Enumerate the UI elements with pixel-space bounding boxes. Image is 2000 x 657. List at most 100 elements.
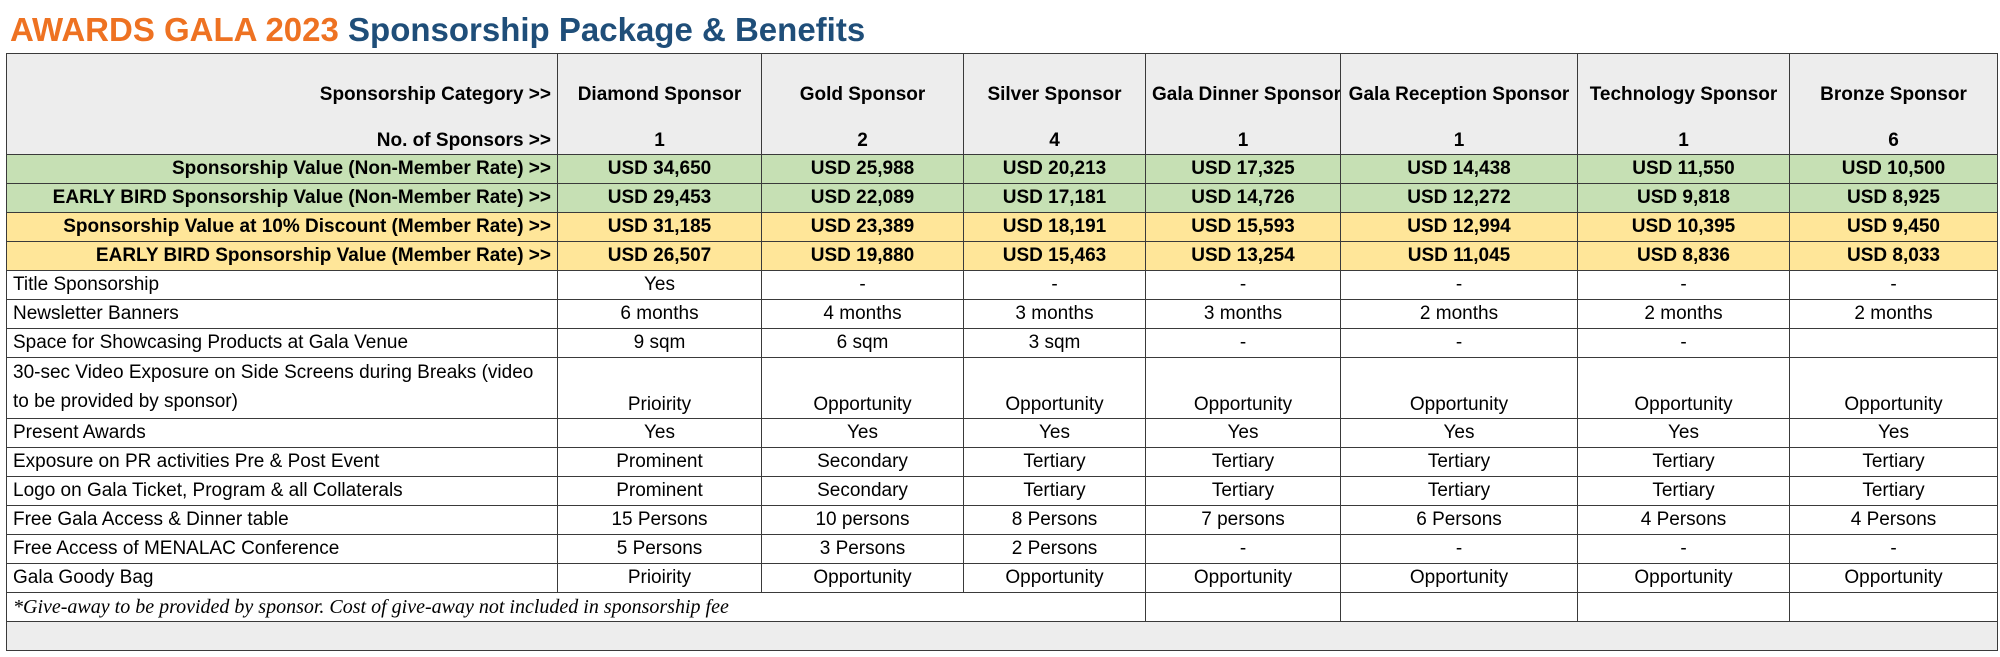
benefit-value: Tertiary	[1340, 476, 1578, 506]
benefit-value: Tertiary	[1577, 476, 1790, 506]
benefit-value: Tertiary	[1145, 447, 1341, 477]
benefit-value: -	[963, 270, 1146, 300]
empty-cell	[1577, 592, 1790, 622]
benefit-value: -	[1340, 270, 1578, 300]
price-value: USD 15,593	[1145, 212, 1341, 242]
benefit-value: Opportunity	[1340, 563, 1578, 593]
benefit-label: Free Access of MENALAC Conference	[6, 534, 558, 564]
category-label: Sponsorship Category >>	[6, 53, 558, 124]
benefit-value: Yes	[761, 418, 964, 448]
benefit-value: Opportunity	[963, 563, 1146, 593]
price-value: USD 26,507	[557, 241, 762, 271]
table-body: Sponsorship Category >> Diamond Sponsor …	[6, 53, 1998, 651]
benefit-value: Opportunity	[1577, 357, 1790, 419]
benefit-label: Logo on Gala Ticket, Program & all Colla…	[6, 476, 558, 506]
page-title: AWARDS GALA 2023 Sponsorship Package & B…	[10, 8, 865, 52]
benefit-value: 4 Persons	[1789, 505, 1998, 535]
benefit-value: 7 persons	[1145, 505, 1341, 535]
price-row: EARLY BIRD Sponsorship Value (Non-Member…	[6, 183, 1998, 213]
price-row: Sponsorship Value (Non-Member Rate) >> US…	[6, 154, 1998, 184]
price-value: USD 19,880	[761, 241, 964, 271]
benefit-value: Opportunity	[1145, 563, 1341, 593]
benefit-value: 3 Persons	[761, 534, 964, 564]
benefit-value: Tertiary	[963, 476, 1146, 506]
price-value: USD 15,463	[963, 241, 1146, 271]
benefit-value: Tertiary	[1789, 476, 1998, 506]
footnote: *Give-away to be provided by sponsor. Co…	[6, 592, 964, 622]
benefit-value: 15 Persons	[557, 505, 762, 535]
price-label: Sponsorship Value at 10% Discount (Membe…	[6, 212, 558, 242]
benefit-value: -	[1145, 270, 1341, 300]
price-value: USD 22,089	[761, 183, 964, 213]
benefit-value: Tertiary	[1340, 447, 1578, 477]
benefit-row: Free Gala Access & Dinner table 15 Person…	[6, 505, 1998, 535]
price-value: USD 14,438	[1340, 154, 1578, 184]
price-value: USD 12,994	[1340, 212, 1578, 242]
sponsor-count-gala-reception: 1	[1340, 124, 1578, 155]
benefit-value: -	[761, 270, 964, 300]
benefit-value: 6 months	[557, 299, 762, 329]
benefit-value: Opportunity	[761, 563, 964, 593]
price-value: USD 10,500	[1789, 154, 1998, 184]
benefit-value: -	[1577, 328, 1790, 358]
benefit-label: Free Gala Access & Dinner table	[6, 505, 558, 535]
empty-cell	[1789, 592, 1998, 622]
empty-cell	[963, 592, 1146, 622]
price-value: USD 11,550	[1577, 154, 1790, 184]
sponsor-count-gold: 2	[761, 124, 964, 155]
price-value: USD 12,272	[1340, 183, 1578, 213]
title-subtitle: Sponsorship Package & Benefits	[348, 11, 866, 48]
benefit-value: -	[1145, 534, 1341, 564]
empty-cell	[1340, 592, 1578, 622]
benefit-row: Exposure on PR activities Pre & Post Eve…	[6, 447, 1998, 477]
benefit-value: 8 Persons	[963, 505, 1146, 535]
price-row: EARLY BIRD Sponsorship Value (Member Rat…	[6, 241, 1998, 271]
benefit-value: 3 sqm	[963, 328, 1146, 358]
benefit-value: -	[1340, 534, 1578, 564]
benefit-value: Tertiary	[1145, 476, 1341, 506]
sponsor-count-diamond: 1	[557, 124, 762, 155]
benefit-value: 5 Persons	[557, 534, 762, 564]
benefit-value: 2 Persons	[963, 534, 1146, 564]
benefit-label: Title Sponsorship	[6, 270, 558, 300]
title-event: AWARDS GALA 2023	[10, 11, 339, 48]
benefit-value: Secondary	[761, 447, 964, 477]
benefit-value: Yes	[557, 418, 762, 448]
empty-cell	[1145, 592, 1341, 622]
benefit-value: Opportunity	[963, 357, 1146, 419]
benefit-value: Tertiary	[1789, 447, 1998, 477]
price-value: USD 18,191	[963, 212, 1146, 242]
benefit-label: Gala Goody Bag	[6, 563, 558, 593]
price-value: USD 17,325	[1145, 154, 1341, 184]
benefit-row: Present Awards Yes Yes Yes Yes Yes Yes Yes	[6, 418, 1998, 448]
benefit-value: -	[1340, 328, 1578, 358]
sponsor-name-gala-reception: Gala Reception Sponsor	[1340, 53, 1578, 124]
benefit-row: Logo on Gala Ticket, Program & all Colla…	[6, 476, 1998, 506]
benefit-value: 2 months	[1577, 299, 1790, 329]
benefit-value: 3 months	[1145, 299, 1341, 329]
benefit-row: Gala Goody Bag Prioirity Opportunity Opport…	[6, 563, 1998, 593]
footer-row	[6, 621, 1998, 651]
benefit-value: Prioirity	[557, 563, 762, 593]
benefit-value: 4 months	[761, 299, 964, 329]
price-label: Sponsorship Value (Non-Member Rate) >>	[6, 154, 558, 184]
benefit-value: 6 sqm	[761, 328, 964, 358]
price-value: USD 8,033	[1789, 241, 1998, 271]
sponsor-name-silver: Silver Sponsor	[963, 53, 1146, 124]
sponsor-count-silver: 4	[963, 124, 1146, 155]
benefit-value: Tertiary	[963, 447, 1146, 477]
sponsor-name-bronze: Bronze Sponsor	[1789, 53, 1998, 124]
price-row: Sponsorship Value at 10% Discount (Membe…	[6, 212, 1998, 242]
benefit-value: Secondary	[761, 476, 964, 506]
benefit-value: Opportunity	[1145, 357, 1341, 419]
price-value: USD 17,181	[963, 183, 1146, 213]
benefit-value: -	[1789, 270, 1998, 300]
price-value: USD 31,185	[557, 212, 762, 242]
sponsor-name-technology: Technology Sponsor	[1577, 53, 1790, 124]
benefit-value: 2 months	[1789, 299, 1998, 329]
benefit-value: 3 months	[963, 299, 1146, 329]
benefit-value: 2 months	[1340, 299, 1578, 329]
benefit-value: -	[1789, 534, 1998, 564]
price-value: USD 9,450	[1789, 212, 1998, 242]
benefit-value: Yes	[1577, 418, 1790, 448]
